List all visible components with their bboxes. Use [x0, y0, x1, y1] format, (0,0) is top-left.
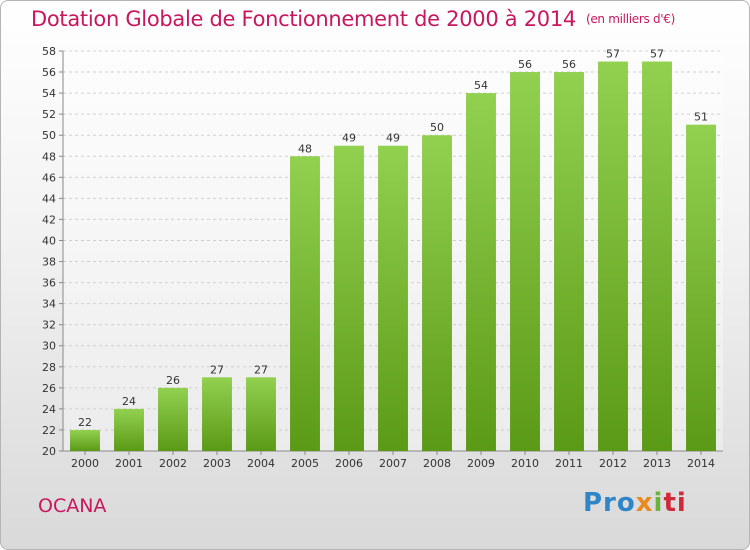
x-tick-label-2006: 2006: [335, 457, 363, 470]
bar-2003: [202, 377, 232, 451]
x-tick-label-2001: 2001: [115, 457, 143, 470]
y-tick-label: 54: [42, 87, 56, 100]
x-tick-label-2013: 2013: [643, 457, 671, 470]
data-label-2012: 57: [606, 48, 620, 61]
chart-subtitle: (en milliers d'€): [585, 12, 675, 26]
bar-2014: [686, 124, 716, 452]
data-label-2010: 56: [518, 58, 532, 71]
y-tick-label: 36: [42, 277, 56, 290]
y-tick-label: 46: [42, 171, 56, 184]
logo-part-3: i: [653, 488, 664, 518]
bar-2008: [422, 135, 452, 452]
y-tick-label: 34: [42, 298, 56, 311]
data-label-2007: 49: [386, 132, 400, 145]
data-label-2000: 22: [78, 416, 92, 429]
x-tick-label-2011: 2011: [555, 457, 583, 470]
y-tick-label: 44: [42, 192, 56, 205]
x-tick-label-2014: 2014: [687, 457, 715, 470]
y-tick-label: 20: [42, 445, 56, 458]
y-tick-label: 48: [42, 150, 56, 163]
bar-2004: [246, 377, 276, 451]
logo-part-4: ti: [663, 488, 687, 518]
x-tick-label-2003: 2003: [203, 457, 231, 470]
data-label-2003: 27: [210, 363, 224, 376]
logo-part-2: x: [635, 488, 654, 518]
data-label-2011: 56: [562, 58, 576, 71]
data-label-2009: 54: [474, 79, 488, 92]
commune-name: OCANA: [38, 495, 107, 517]
x-tick-label-2010: 2010: [511, 457, 539, 470]
y-tick-label: 50: [42, 129, 56, 142]
data-label-2005: 48: [298, 142, 312, 155]
proxiti-logo: Proxiti: [583, 488, 687, 518]
bar-2012: [598, 61, 628, 452]
bar-2000: [70, 429, 100, 451]
y-tick-label: 32: [42, 319, 56, 332]
data-label-2014: 51: [694, 111, 708, 124]
x-tick-label-2009: 2009: [467, 457, 495, 470]
y-tick-label: 26: [42, 382, 56, 395]
data-label-2001: 24: [122, 395, 136, 408]
data-label-2008: 50: [430, 121, 444, 134]
y-tick-label: 24: [42, 403, 56, 416]
logo-part-1: Pro: [583, 488, 636, 518]
y-tick-label: 40: [42, 234, 56, 247]
y-tick-label: 22: [42, 424, 56, 437]
y-tick-label: 28: [42, 361, 56, 374]
y-tick-label: 52: [42, 108, 56, 121]
bar-2005: [290, 156, 320, 451]
x-tick-label-2004: 2004: [247, 457, 275, 470]
y-tick-label: 42: [42, 213, 56, 226]
bar-2009: [466, 93, 496, 452]
bar-2006: [334, 145, 364, 451]
chart-title: Dotation Globale de Fonctionnement de 20…: [31, 7, 675, 31]
y-tick-label: 38: [42, 256, 56, 269]
x-tick-label-2008: 2008: [423, 457, 451, 470]
bar-2001: [114, 408, 144, 451]
y-tick-label: 58: [42, 45, 56, 58]
data-label-2006: 49: [342, 132, 356, 145]
data-label-2013: 57: [650, 48, 664, 61]
data-label-2002: 26: [166, 374, 180, 387]
bar-2013: [642, 61, 672, 452]
x-tick-label-2002: 2002: [159, 457, 187, 470]
x-tick-label-2005: 2005: [291, 457, 319, 470]
x-tick-label-2007: 2007: [379, 457, 407, 470]
bar-2007: [378, 145, 408, 451]
x-tick-label-2000: 2000: [71, 457, 99, 470]
y-tick-label: 30: [42, 340, 56, 353]
x-tick-label-2012: 2012: [599, 457, 627, 470]
bar-2010: [510, 72, 540, 451]
data-label-2004: 27: [254, 363, 268, 376]
chart-title-text: Dotation Globale de Fonctionnement de 20…: [31, 7, 576, 31]
bar-2002: [158, 387, 188, 451]
bar-2011: [554, 72, 584, 451]
y-tick-label: 56: [42, 66, 56, 79]
